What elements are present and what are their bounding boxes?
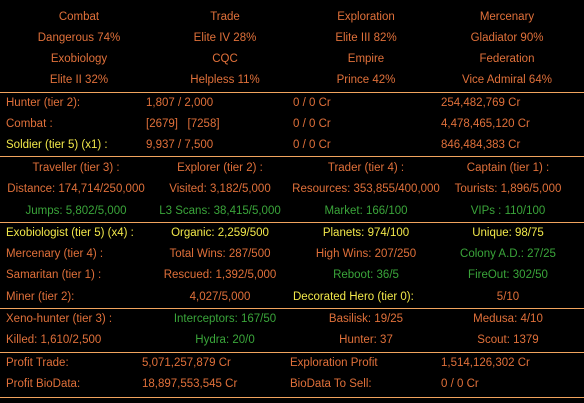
exobiologist-row: Exobiologist (tier 5) (x4) : Organic: 2,… xyxy=(0,224,584,243)
miner-progress: 4,027/5,000 xyxy=(189,291,251,303)
medusa-progress: Medusa: 4/10 xyxy=(473,313,543,325)
jumps-progress: Jumps: 5,802/5,000 xyxy=(25,205,127,217)
exobiologist-label: Exobiologist (tier 5) (x4) : xyxy=(6,227,134,239)
mercenary-label: Mercenary (tier 4) : xyxy=(6,248,104,260)
decorated-hero-progress: 5/10 xyxy=(496,291,520,303)
hunter-progress: 1,807 / 2,000 xyxy=(146,97,214,109)
planets-progress: Planets: 974/100 xyxy=(322,227,410,239)
rank-category-row: Combat Trade Exploration Mercenary xyxy=(0,8,584,27)
miner-label: Miner (tier 2): xyxy=(6,291,75,303)
rank-category-trade: Trade xyxy=(210,11,240,23)
soldier-bonds: 0 / 0 Cr xyxy=(293,139,331,151)
samaritan-label: Samaritan (tier 1) : xyxy=(6,269,102,281)
combat-row: Combat : [2679] [7258] 0 / 0 Cr 4,478,46… xyxy=(0,115,584,134)
mercenary-row: Mercenary (tier 4) : Total Wins: 287/500… xyxy=(0,245,584,264)
samaritan-row: Samaritan (tier 1) : Rescued: 1,392/5,00… xyxy=(0,266,584,285)
profit-trade-label: Profit Trade: xyxy=(6,357,69,369)
l3-scans-progress: L3 Scans: 38,415/5,000 xyxy=(159,205,281,217)
decorated-hero-label: Decorated Hero (tier 0): xyxy=(293,291,414,303)
rank-value-combat: Dangerous 74% xyxy=(37,32,121,44)
rank-value-empire: Prince 42% xyxy=(336,74,396,86)
basilisk-progress: Basilisk: 19/25 xyxy=(328,313,404,325)
rank-value-exobiology: Elite II 32% xyxy=(49,74,109,86)
xeno-hunter-label: Xeno-hunter (tier 3) : xyxy=(6,313,113,325)
resources-progress: Resources: 353,855/400,000 xyxy=(292,183,440,195)
divider xyxy=(0,222,584,223)
divider xyxy=(0,352,584,353)
biodata-to-sell-label: BioData To Sell: xyxy=(290,378,372,390)
traveller-header-row: Traveller (tier 3) : Explorer (tier 2) :… xyxy=(0,159,584,178)
profit-biodata-value: 18,897,553,545 Cr xyxy=(142,378,238,390)
rank-category-exobiology: Exobiology xyxy=(50,53,108,65)
exploration-profit-label: Exploration Profit xyxy=(290,357,378,369)
distance-progress: Distance: 174,714/250,000 xyxy=(7,183,145,195)
exploration-profit-value: 1,514,126,302 Cr xyxy=(441,357,530,369)
colony-ad-progress: Colony A.D.: 27/25 xyxy=(460,248,556,260)
profit-trade-value: 5,071,257,879 Cr xyxy=(142,357,231,369)
rank-value-row: Dangerous 74% Elite IV 28% Elite III 82%… xyxy=(0,29,584,48)
hunter-total: 254,482,769 Cr xyxy=(441,97,521,109)
vips-progress: VIPs : 110/100 xyxy=(470,205,546,217)
rank-category-row-2: Exobiology CQC Empire Federation xyxy=(0,50,584,69)
rank-value-mercenary: Gladiator 90% xyxy=(470,32,544,44)
rank-category-cqc: CQC xyxy=(212,53,238,65)
rank-category-mercenary: Mercenary xyxy=(479,11,535,23)
divider xyxy=(0,397,584,398)
visited-progress: Visited: 3,182/5,000 xyxy=(169,183,271,195)
hunter-kills: Hunter: 37 xyxy=(339,334,393,346)
divider xyxy=(0,92,584,93)
rescued-progress: Rescued: 1,392/5,000 xyxy=(163,269,277,281)
profit-trade-row: Profit Trade: 5,071,257,879 Cr Explorati… xyxy=(0,354,584,373)
soldier-progress: 9,937 / 7,500 xyxy=(146,139,214,151)
combat-label: Combat : xyxy=(6,118,53,130)
rank-category-federation: Federation xyxy=(479,53,535,65)
profit-biodata-row: Profit BioData: 18,897,553,545 Cr BioDat… xyxy=(0,375,584,394)
xeno-kills-row: Killed: 1,610/2,500 Hydra: 20/0 Hunter: … xyxy=(0,331,584,350)
combat-bonds: 0 / 0 Cr xyxy=(293,118,331,130)
rank-value-exploration: Elite III 82% xyxy=(335,32,397,44)
combat-total: 4,478,465,120 Cr xyxy=(441,118,530,130)
traveller-label: Traveller (tier 3) : xyxy=(32,162,120,174)
interceptors-progress: Interceptors: 167/50 xyxy=(173,313,277,325)
traveller-progress-row: Distance: 174,714/250,000 Visited: 3,182… xyxy=(0,180,584,199)
total-wins-progress: Total Wins: 287/500 xyxy=(169,248,271,260)
hunter-bounty: 0 / 0 Cr xyxy=(293,97,331,109)
reboot-progress: Reboot: 36/5 xyxy=(333,269,399,281)
scout-kills: Scout: 1379 xyxy=(477,334,539,346)
trader-label: Trader (tier 4) : xyxy=(327,162,405,174)
rank-value-cqc: Helpless 11% xyxy=(190,74,260,86)
biodata-to-sell-value: 0 / 0 Cr xyxy=(441,378,479,390)
divider xyxy=(0,308,584,309)
hunter-label: Hunter (tier 2): xyxy=(6,97,81,109)
soldier-label: Soldier (tier 5) (x1) : xyxy=(6,139,108,151)
tourists-progress: Tourists: 1,896/5,000 xyxy=(454,183,562,195)
combat-counts: [2679] [7258] xyxy=(146,118,220,130)
rank-value-trade: Elite IV 28% xyxy=(193,32,257,44)
hunter-row: Hunter (tier 2): 1,807 / 2,000 0 / 0 Cr … xyxy=(0,94,584,113)
xeno-hunter-row: Xeno-hunter (tier 3) : Interceptors: 167… xyxy=(0,310,584,329)
organic-progress: Organic: 2,259/500 xyxy=(171,227,269,239)
unique-progress: Unique: 98/75 xyxy=(472,227,544,239)
rank-value-row-2: Elite II 32% Helpless 11% Prince 42% Vic… xyxy=(0,71,584,90)
divider xyxy=(0,156,584,157)
rank-category-combat: Combat xyxy=(58,11,100,23)
rank-category-empire: Empire xyxy=(347,53,385,65)
fireout-progress: FireOut: 302/50 xyxy=(468,269,548,281)
captain-label: Captain (tier 1) : xyxy=(466,162,550,174)
rank-category-exploration: Exploration xyxy=(337,11,395,23)
traveller-complete-row: Jumps: 5,802/5,000 L3 Scans: 38,415/5,00… xyxy=(0,202,584,221)
high-wins-progress: High Wins: 207/250 xyxy=(315,248,417,260)
miner-row: Miner (tier 2): 4,027/5,000 Decorated He… xyxy=(0,288,584,307)
explorer-label: Explorer (tier 2) : xyxy=(177,162,263,174)
killed-progress: Killed: 1,610/2,500 xyxy=(6,334,102,346)
market-progress: Market: 166/100 xyxy=(324,205,408,217)
rank-value-federation: Vice Admiral 64% xyxy=(462,74,552,86)
hydra-progress: Hydra: 20/0 xyxy=(195,334,255,346)
soldier-total: 846,484,383 Cr xyxy=(441,139,521,151)
soldier-row: Soldier (tier 5) (x1) : 9,937 / 7,500 0 … xyxy=(0,136,584,155)
profit-biodata-label: Profit BioData: xyxy=(6,378,81,390)
